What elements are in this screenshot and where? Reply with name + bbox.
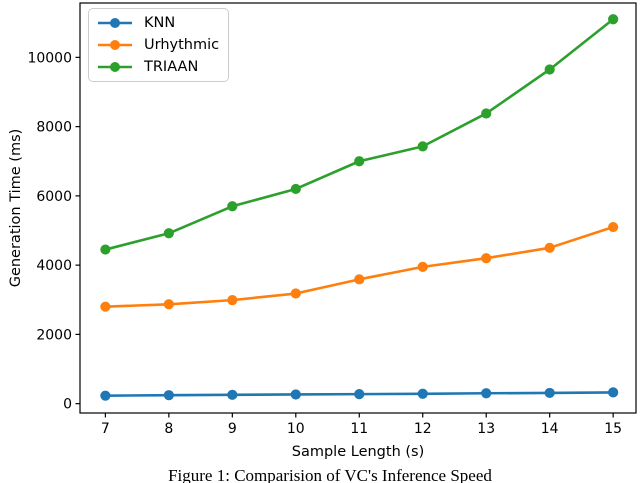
series-marker-triaan <box>354 156 365 167</box>
legend-line-marker-icon <box>98 18 132 28</box>
x-tick-label: 11 <box>350 421 368 437</box>
x-tick-label: 8 <box>164 421 173 437</box>
x-axis-label: Sample Length (s) <box>292 444 424 460</box>
axes-frame <box>79 2 637 414</box>
y-tick-label: 4000 <box>36 258 72 274</box>
series-marker-urhythmic <box>163 299 174 310</box>
y-tick-label: 0 <box>63 397 72 413</box>
series-marker-knn <box>354 389 365 400</box>
series-marker-knn <box>608 387 619 398</box>
series-marker-triaan <box>290 183 301 195</box>
series-marker-urhythmic <box>354 274 365 285</box>
series-marker-knn <box>544 387 555 399</box>
x-tick-label: 15 <box>604 421 622 437</box>
x-tick-label: 9 <box>228 421 237 437</box>
legend-item-label: Urhythmic <box>144 37 220 53</box>
series-marker-urhythmic <box>544 242 555 253</box>
series-marker-triaan <box>544 64 555 75</box>
legend-line-marker-icon <box>98 40 132 50</box>
y-tick-label: 8000 <box>36 120 72 136</box>
legend: KNN Urhythmic TRIAAN <box>88 8 229 82</box>
series-marker-triaan <box>100 244 111 255</box>
series-marker-triaan <box>227 201 238 212</box>
legend-item-knn: KNN <box>96 12 222 34</box>
legend-item-label: KNN <box>144 15 176 31</box>
series-marker-urhythmic <box>227 295 238 306</box>
series-marker-knn <box>417 388 428 399</box>
series-marker-triaan <box>417 141 428 152</box>
series-line-urhythmic <box>105 225 614 308</box>
series-marker-knn <box>290 389 301 400</box>
series-marker-knn <box>100 390 111 401</box>
series-marker-urhythmic <box>100 301 111 312</box>
legend-line-marker-icon <box>98 62 132 72</box>
series-marker-knn <box>163 390 174 401</box>
y-axis-label: Generation Time (ms) <box>8 129 24 288</box>
series-marker-knn <box>481 388 492 399</box>
series-marker-triaan <box>163 228 174 239</box>
x-tick-label: 10 <box>287 421 305 437</box>
legend-item-urhythmic: Urhythmic <box>96 34 222 56</box>
series-marker-urhythmic <box>290 288 301 299</box>
y-tick-label: 6000 <box>36 189 72 205</box>
legend-item-label: TRIAAN <box>144 59 199 75</box>
x-tick-label: 7 <box>101 421 110 437</box>
x-tick-label: 13 <box>477 421 495 437</box>
series-marker-triaan <box>481 108 492 119</box>
series-marker-triaan <box>608 14 619 25</box>
chart-svg: 7 8 9 10 11 12 13 14 15 0 2000 4000 6000 8000 10000 Sam… <box>8 2 637 460</box>
series-marker-urhythmic <box>417 261 428 272</box>
series-marker-knn <box>227 389 238 400</box>
y-tick-label: 10000 <box>27 50 72 66</box>
figure-caption: Figure 1: Comparision of VC's Inference … <box>168 466 492 483</box>
y-tick-label: 2000 <box>36 327 72 343</box>
series-marker-urhythmic <box>608 221 619 233</box>
x-tick-label: 14 <box>541 421 559 437</box>
legend-item-triaan: TRIAAN <box>96 56 222 78</box>
x-tick-label: 12 <box>414 421 432 437</box>
series-marker-urhythmic <box>481 253 492 264</box>
